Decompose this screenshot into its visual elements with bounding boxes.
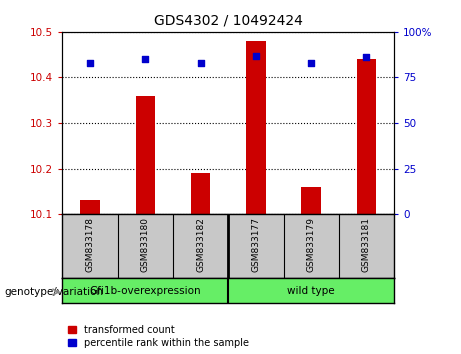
- Text: GSM833178: GSM833178: [85, 217, 95, 272]
- Title: GDS4302 / 10492424: GDS4302 / 10492424: [154, 14, 302, 28]
- Point: [252, 53, 260, 58]
- Point: [363, 55, 370, 60]
- Text: wild type: wild type: [287, 286, 335, 296]
- Bar: [246, 41, 266, 214]
- Text: genotype/variation: genotype/variation: [5, 287, 104, 297]
- Bar: [357, 59, 376, 214]
- Point: [142, 56, 149, 62]
- Text: GSM833181: GSM833181: [362, 217, 371, 272]
- Text: GSM833182: GSM833182: [196, 217, 205, 272]
- Bar: [80, 200, 100, 214]
- Bar: [191, 173, 210, 214]
- Point: [86, 60, 94, 66]
- Text: GSM833177: GSM833177: [251, 217, 260, 272]
- Point: [307, 60, 315, 66]
- Text: Gfi1b-overexpression: Gfi1b-overexpression: [89, 286, 201, 296]
- Text: GSM833180: GSM833180: [141, 217, 150, 272]
- Text: GSM833179: GSM833179: [307, 217, 316, 272]
- Bar: [136, 96, 155, 214]
- Bar: [301, 187, 321, 214]
- Legend: transformed count, percentile rank within the sample: transformed count, percentile rank withi…: [67, 324, 249, 349]
- Point: [197, 60, 204, 66]
